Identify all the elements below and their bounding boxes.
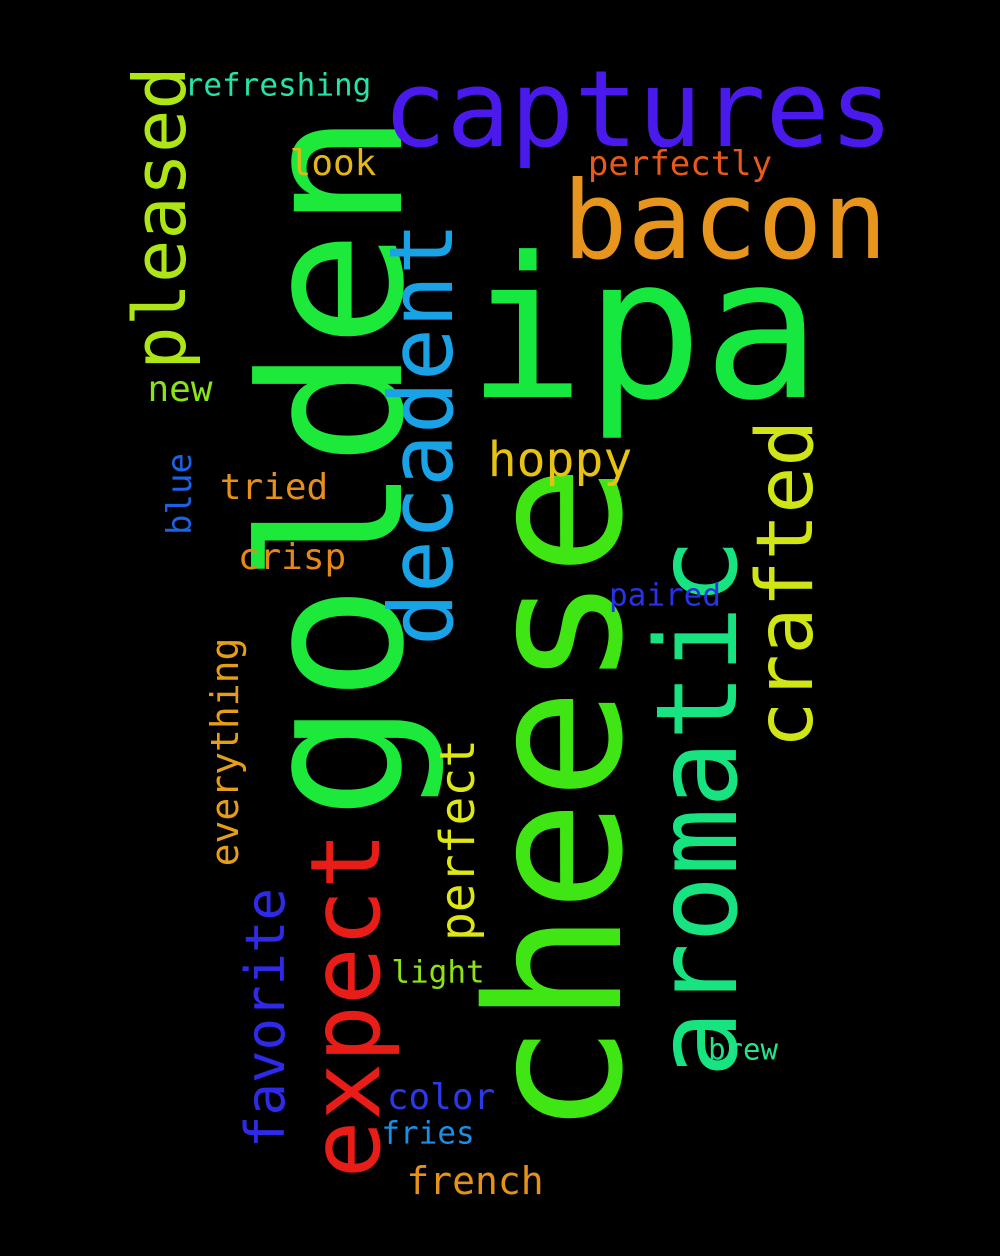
- word-decadent: decadent: [370, 222, 473, 646]
- word-perfect: perfect: [430, 738, 486, 942]
- word-color: color: [386, 1077, 496, 1118]
- word-cheese: cheese: [447, 464, 664, 1136]
- word-hoppy: hoppy: [487, 432, 633, 488]
- word-expect: expect: [290, 831, 402, 1179]
- word-french: french: [406, 1159, 544, 1203]
- word-everything: everything: [203, 637, 247, 867]
- word-aromatic: aromatic: [633, 538, 763, 1078]
- word-new: new: [147, 369, 213, 410]
- word-captures: captures: [382, 48, 894, 171]
- word-favorite: favorite: [234, 887, 297, 1149]
- word-crafted: crafted: [741, 419, 831, 749]
- word-fries: fries: [381, 1115, 475, 1152]
- word-paired: paired: [609, 577, 721, 614]
- word-ipa: ipa: [466, 216, 822, 444]
- word-look: look: [289, 143, 377, 184]
- word-refreshing: refreshing: [184, 67, 372, 104]
- word-blue: blue: [160, 453, 200, 535]
- word-crisp: crisp: [237, 537, 347, 578]
- word-bacon: bacon: [562, 159, 888, 284]
- word-light: light: [391, 954, 485, 991]
- word-brew: brew: [708, 1032, 778, 1067]
- word-tried: tried: [219, 467, 329, 508]
- word-pleased: pleased: [118, 66, 202, 370]
- word-perfectly: perfectly: [587, 144, 773, 184]
